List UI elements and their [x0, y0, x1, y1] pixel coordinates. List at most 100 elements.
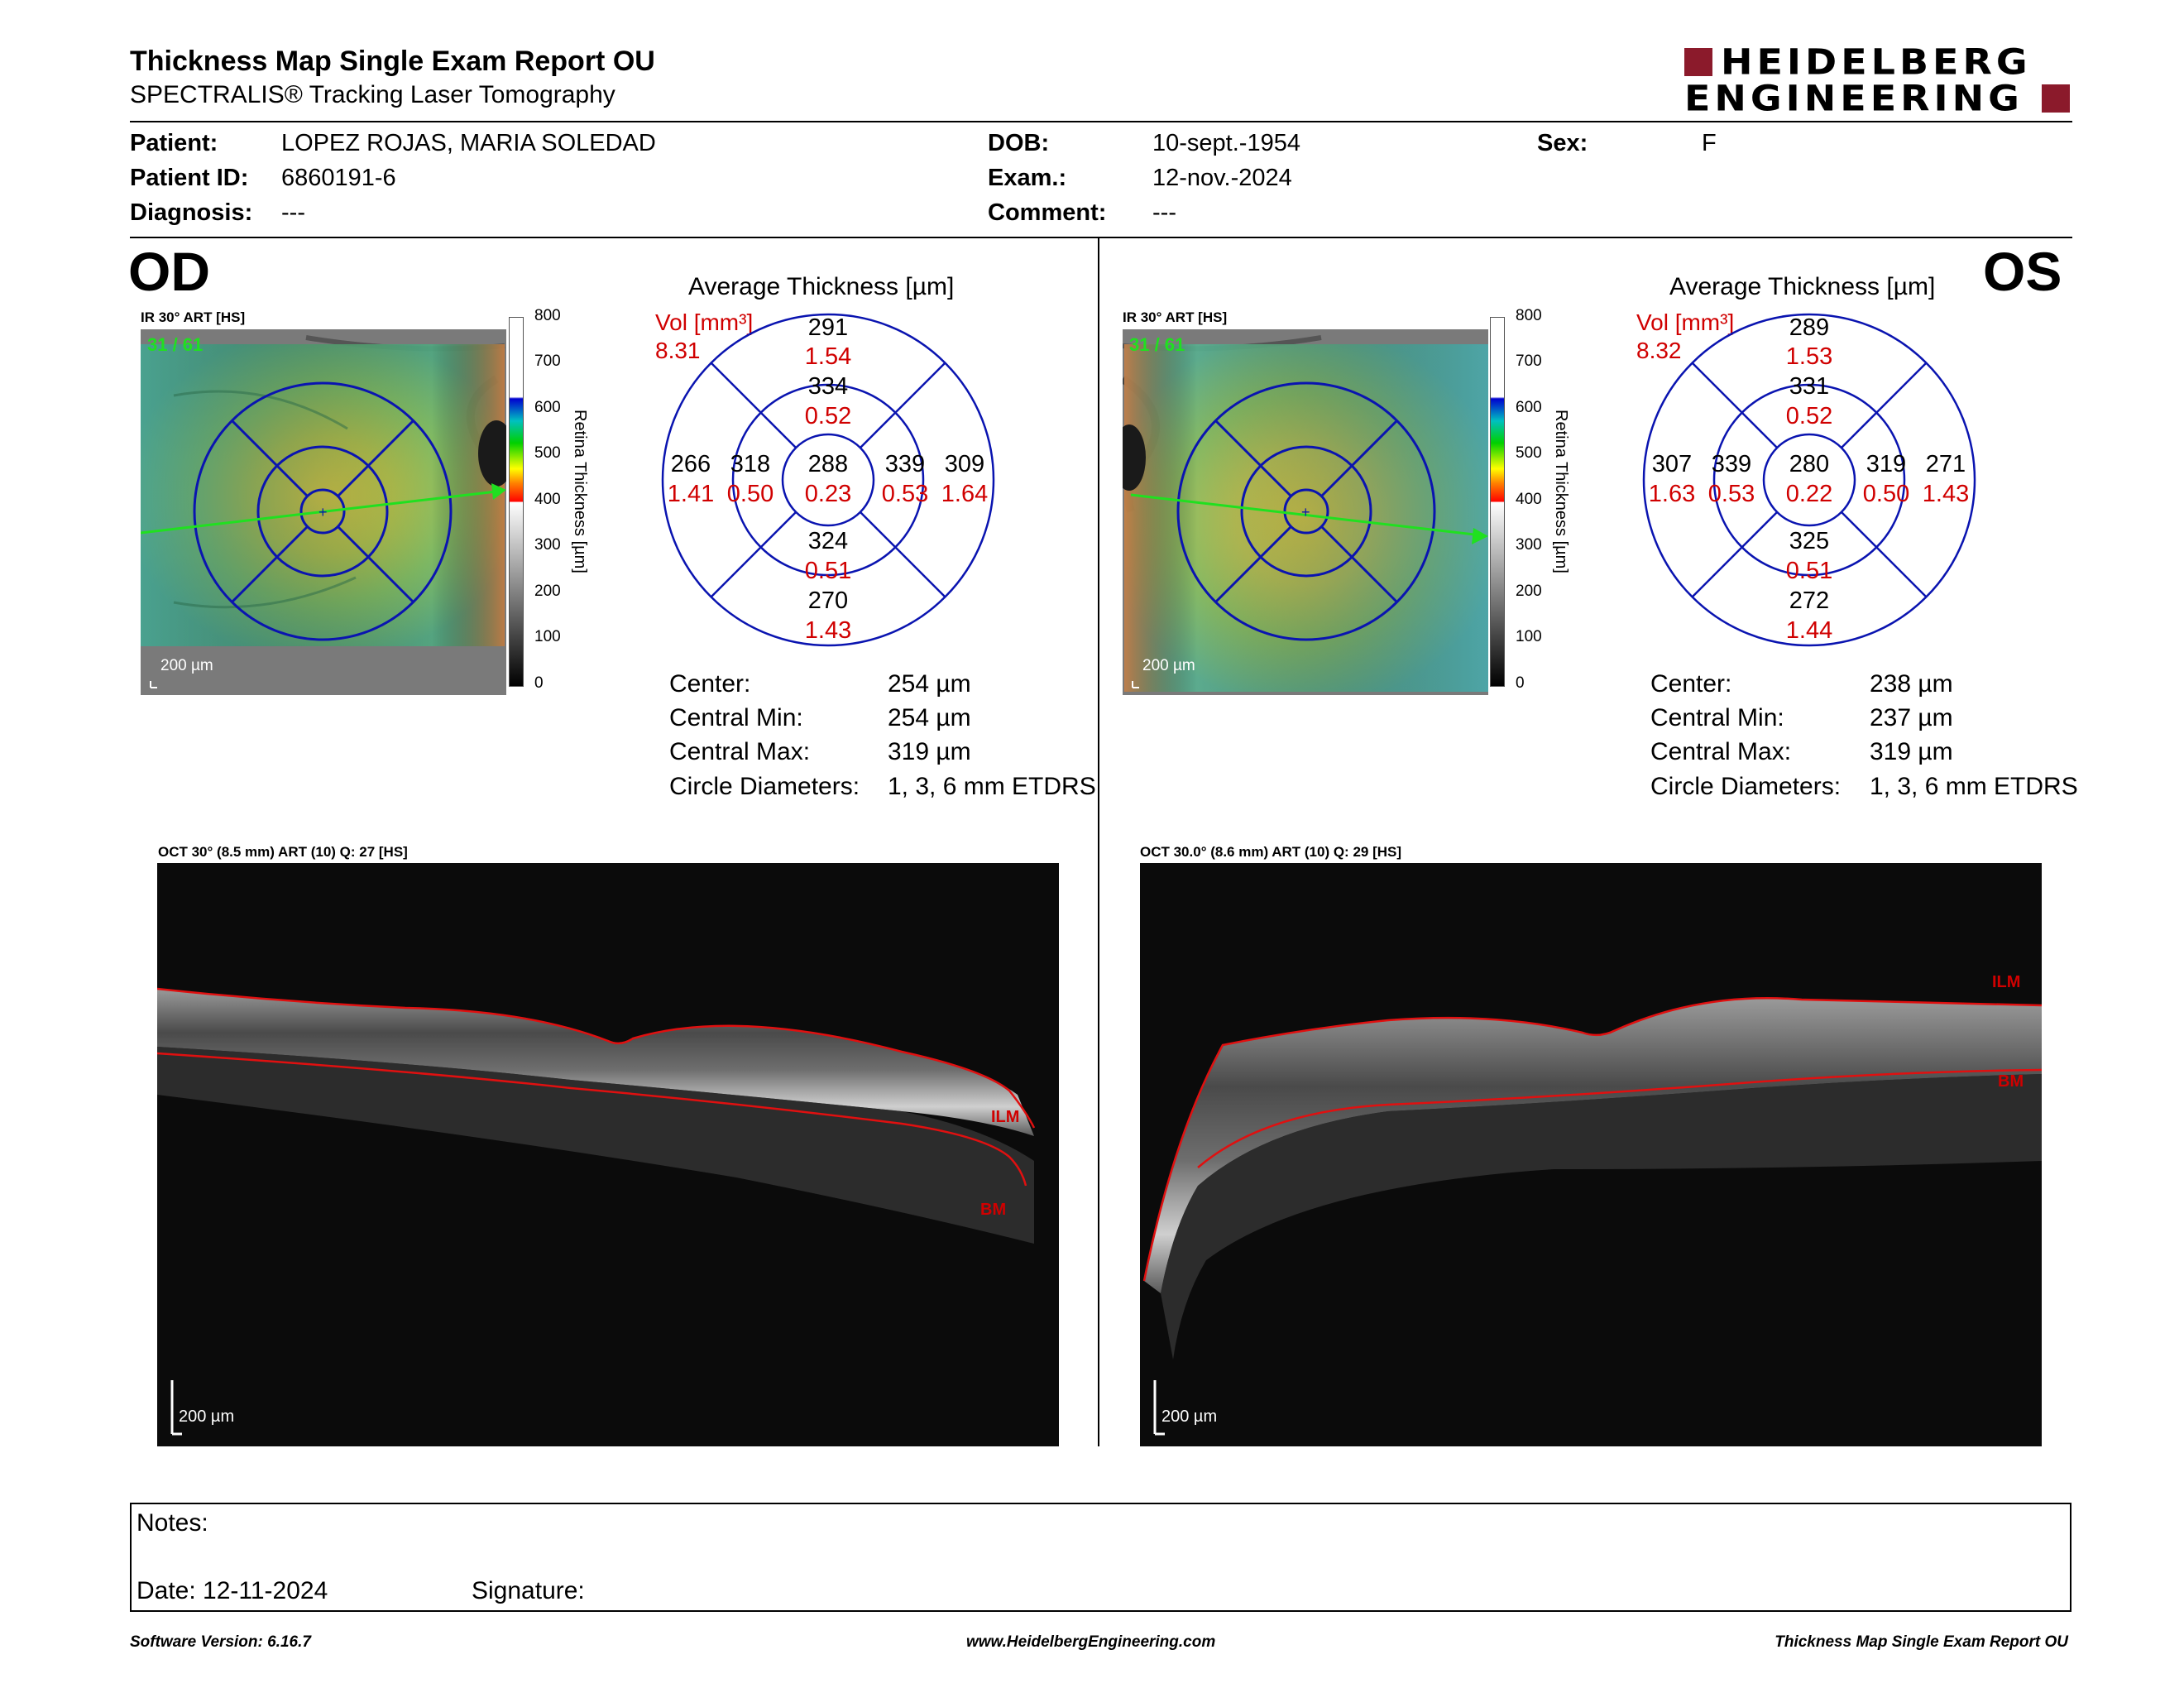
eye-separator [1098, 238, 1099, 1446]
os-cb-tick: 0 [1516, 674, 1525, 692]
od-inf-outer-vol: 1.43 [804, 617, 852, 644]
od-colorbar-title: Retina Thickness [µm] [571, 410, 589, 573]
od-cb-tick: 200 [534, 583, 561, 600]
od-cmax-label: Central Max: [669, 738, 811, 765]
os-thickness-map: + [1123, 329, 1488, 695]
logo-line2: ENGINEERING [1684, 78, 2024, 119]
report-subtitle: SPECTRALIS® Tracking Laser Tomography [130, 81, 615, 108]
od-nas-outer-vol: 1.64 [941, 481, 989, 507]
od-cmax-value: 319 µm [888, 738, 971, 765]
od-sup-outer: 291 [807, 314, 849, 341]
os-temp-outer: 307 [1651, 451, 1693, 477]
logo-line1: HEIDELBERG [1721, 41, 2032, 83]
od-vol-value: 8.31 [655, 338, 701, 363]
os-nas-outer-vol: 1.43 [1922, 481, 1970, 507]
os-center: 280 [1789, 451, 1830, 477]
os-sup-outer-vol: 1.53 [1785, 343, 1833, 370]
os-ilm-label: ILM [1992, 973, 2021, 991]
svg-text:+: + [318, 504, 328, 520]
sex-value: F [1702, 130, 1717, 156]
od-slo-label: IR 30° ART [HS] [141, 309, 246, 325]
os-oct-bscan: ILM BM 200 µm [1140, 863, 2042, 1446]
os-cb-tick: 400 [1516, 491, 1542, 508]
os-sup-inner-vol: 0.52 [1785, 403, 1833, 429]
os-nas-inner: 319 [1866, 451, 1907, 477]
os-temp-inner: 339 [1711, 451, 1752, 477]
patient-id: 6860191-6 [281, 165, 396, 191]
od-oct-scale: 200 µm [179, 1407, 235, 1426]
od-center-label: Center: [669, 670, 751, 698]
os-vol-value: 8.32 [1636, 338, 1682, 363]
sex-label: Sex: [1537, 130, 1588, 156]
os-nas-outer: 271 [1925, 451, 1966, 477]
od-diam-value: 1, 3, 6 mm ETDRS [888, 773, 1096, 800]
os-eye-label: OS [1983, 241, 2062, 302]
os-diam-label: Circle Diameters: [1650, 773, 1842, 800]
od-nas-outer: 309 [944, 451, 985, 477]
notes-box[interactable]: Notes: Date: 12-11-2024 Signature: [130, 1503, 2071, 1612]
od-cb-tick: 700 [534, 352, 561, 370]
patient-id-label: Patient ID: [130, 165, 249, 191]
od-inf-outer: 270 [807, 587, 849, 614]
footer-software: Software Version: 6.16.7 [130, 1633, 311, 1651]
od-avg-title: Average Thickness [µm] [688, 273, 955, 300]
os-sup-inner: 331 [1789, 373, 1830, 400]
os-cb-tick: 800 [1516, 307, 1542, 324]
od-fundus-map: + 31 / 61 200 µm [141, 329, 506, 695]
od-cb-tick: 500 [534, 444, 561, 462]
od-sup-inner: 334 [807, 373, 849, 400]
os-oct-label: OCT 30.0° (8.6 mm) ART (10) Q: 29 [HS] [1140, 844, 1402, 860]
od-nas-inner: 339 [884, 451, 926, 477]
os-colorbar [1490, 317, 1505, 687]
os-center-vol: 0.22 [1785, 481, 1833, 507]
footer-report-name: Thickness Map Single Exam Report OU [1774, 1633, 2068, 1651]
od-cmin-label: Central Min: [669, 704, 803, 731]
od-cb-tick: 800 [534, 307, 561, 324]
od-vol-label: Vol [mm³] [655, 309, 754, 335]
od-cb-tick: 400 [534, 491, 561, 508]
os-inf-outer-vol: 1.44 [1785, 617, 1833, 644]
os-vol-label: Vol [mm³] [1636, 309, 1735, 335]
diagnosis-label: Diagnosis: [130, 199, 253, 226]
od-sup-inner-vol: 0.52 [804, 403, 852, 429]
os-temp-outer-vol: 1.63 [1648, 481, 1696, 507]
os-cmax-label: Central Max: [1650, 738, 1792, 765]
diagnosis-value: --- [281, 199, 305, 226]
os-cmin-label: Central Min: [1650, 704, 1784, 731]
os-scan-count: 31 / 61 [1129, 334, 1185, 355]
patient-rule [130, 237, 2072, 238]
od-oct-label: OCT 30° (8.5 mm) ART (10) Q: 27 [HS] [158, 844, 408, 860]
od-etdrs-grid [661, 313, 995, 647]
os-cb-tick: 600 [1516, 399, 1542, 416]
od-diam-label: Circle Diameters: [669, 773, 860, 800]
od-temp-inner: 318 [730, 451, 771, 477]
os-slo-label: IR 30° ART [HS] [1123, 309, 1228, 325]
os-cb-tick: 500 [1516, 444, 1542, 462]
exam-value: 12-nov.-2024 [1152, 165, 1292, 191]
od-center-value: 254 µm [888, 670, 971, 698]
od-scan-count: 31 / 61 [147, 334, 204, 355]
od-ilm-label: ILM [991, 1108, 1020, 1126]
os-cb-tick: 700 [1516, 352, 1542, 370]
os-center-value: 238 µm [1870, 670, 1953, 698]
os-oct-image [1142, 997, 2042, 1436]
os-bm-label: BM [1998, 1072, 2024, 1091]
os-cb-tick: 200 [1516, 583, 1542, 600]
os-etdrs-grid [1642, 313, 1976, 647]
report-title: Thickness Map Single Exam Report OU [130, 46, 655, 77]
footer-website[interactable]: www.HeidelbergEngineering.com [966, 1633, 1216, 1651]
os-scale-label: 200 µm [1142, 657, 1195, 674]
os-sup-outer: 289 [1789, 314, 1830, 341]
comment-label: Comment: [988, 199, 1107, 226]
os-center-label: Center: [1650, 670, 1732, 698]
os-temp-inner-vol: 0.53 [1707, 481, 1755, 507]
svg-text:+: + [1301, 504, 1310, 520]
os-cmax-value: 319 µm [1870, 738, 1953, 765]
dob-value: 10-sept.-1954 [1152, 130, 1300, 156]
os-fundus-map: + 31 / 61 200 µm [1123, 329, 1488, 695]
od-cb-tick: 300 [534, 536, 561, 554]
od-temp-outer: 266 [670, 451, 711, 477]
os-cb-tick: 100 [1516, 628, 1542, 645]
os-nas-inner-vol: 0.50 [1862, 481, 1910, 507]
od-inf-inner: 324 [807, 528, 849, 554]
